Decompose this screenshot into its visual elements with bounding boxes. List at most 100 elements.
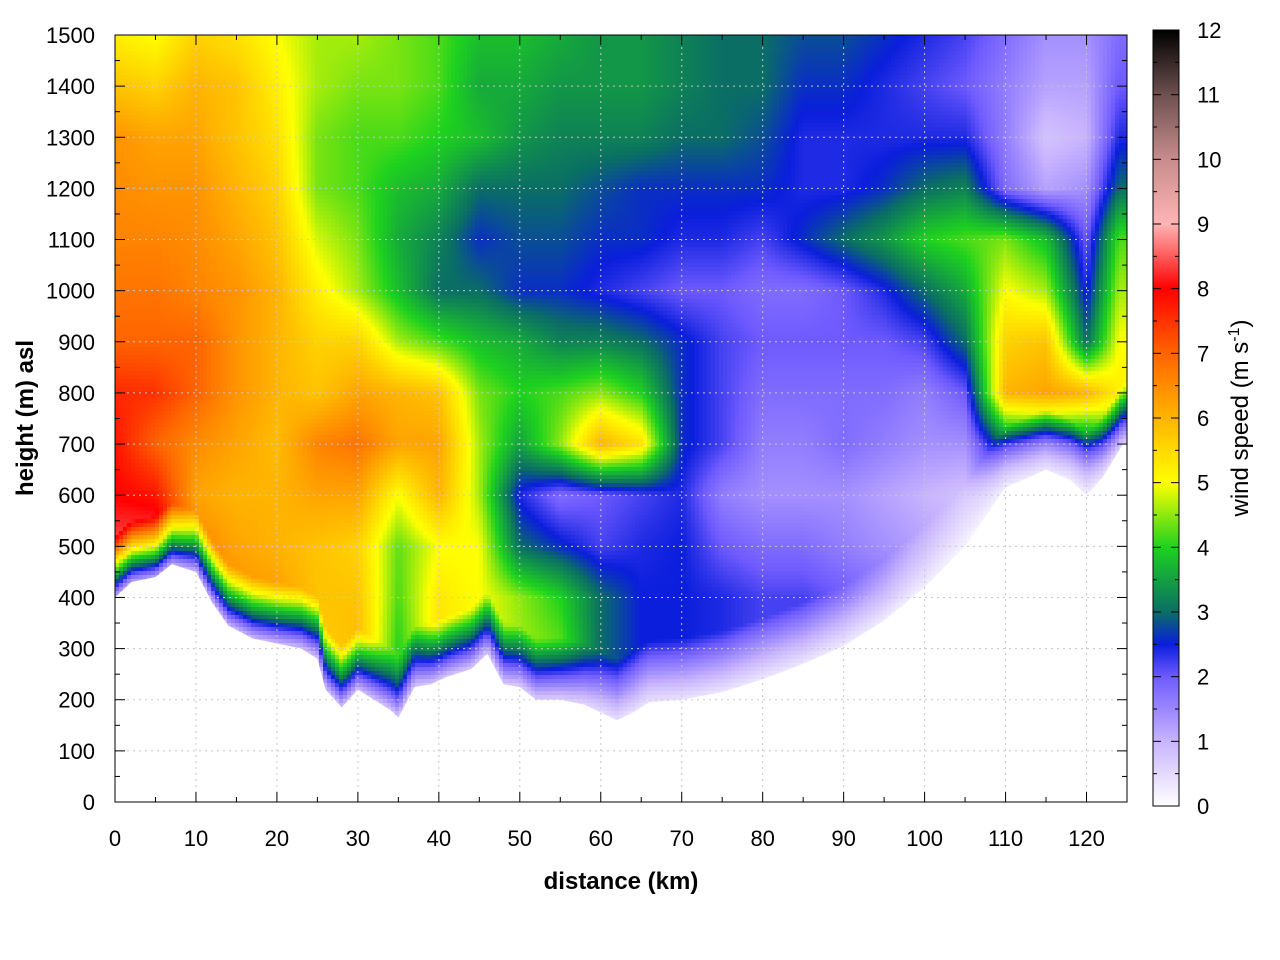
heatmap-cell bbox=[203, 103, 208, 108]
heatmap-cell bbox=[175, 47, 180, 52]
heatmap-cell bbox=[303, 79, 308, 84]
heatmap-cell bbox=[395, 99, 400, 104]
heatmap-cell bbox=[319, 51, 324, 56]
heatmap-cell bbox=[411, 35, 416, 40]
heatmap-cell bbox=[659, 111, 664, 116]
heatmap-cell bbox=[471, 51, 476, 56]
heatmap-cell bbox=[879, 83, 884, 88]
heatmap-cell bbox=[171, 39, 176, 44]
heatmap-cell bbox=[603, 39, 608, 44]
heatmap-cell bbox=[151, 39, 156, 44]
heatmap-cell bbox=[547, 67, 552, 72]
heatmap-cell bbox=[579, 87, 584, 92]
heatmap-cell bbox=[819, 59, 824, 64]
heatmap-cell bbox=[1039, 107, 1044, 112]
heatmap-cell bbox=[715, 47, 720, 52]
heatmap-cell bbox=[143, 47, 148, 52]
heatmap-cell bbox=[1071, 99, 1076, 104]
heatmap-cell bbox=[439, 71, 444, 76]
heatmap-cell bbox=[651, 83, 656, 88]
heatmap-cell bbox=[791, 39, 796, 44]
heatmap-cell bbox=[335, 43, 340, 48]
heatmap-cell bbox=[427, 91, 432, 96]
heatmap-cell bbox=[799, 83, 804, 88]
heatmap-cell bbox=[583, 55, 588, 60]
heatmap-cell bbox=[1115, 83, 1120, 88]
heatmap-cell bbox=[123, 55, 128, 60]
heatmap-cell bbox=[423, 71, 428, 76]
heatmap-cell bbox=[475, 59, 480, 64]
heatmap-cell bbox=[959, 47, 964, 52]
heatmap-cell bbox=[707, 63, 712, 68]
heatmap-cell bbox=[627, 107, 632, 112]
heatmap-cell bbox=[123, 103, 128, 108]
heatmap-cell bbox=[535, 43, 540, 48]
heatmap-cell bbox=[427, 99, 432, 104]
heatmap-cell bbox=[727, 67, 732, 72]
heatmap-cell bbox=[795, 87, 800, 92]
heatmap-cell bbox=[263, 111, 268, 116]
heatmap-cell bbox=[611, 43, 616, 48]
heatmap-cell bbox=[295, 43, 300, 48]
heatmap-cell bbox=[727, 43, 732, 48]
heatmap-cell bbox=[895, 91, 900, 96]
heatmap-cell bbox=[179, 43, 184, 48]
heatmap-cell bbox=[291, 99, 296, 104]
heatmap-cell bbox=[407, 103, 412, 108]
heatmap-cell bbox=[555, 71, 560, 76]
heatmap-cell bbox=[907, 107, 912, 112]
heatmap-cell bbox=[1027, 35, 1032, 40]
heatmap-cell bbox=[203, 91, 208, 96]
heatmap-cell bbox=[127, 39, 132, 44]
heatmap-cell bbox=[455, 47, 460, 52]
heatmap-cell bbox=[1111, 103, 1116, 108]
heatmap-cell bbox=[1071, 107, 1076, 112]
heatmap-cell bbox=[515, 51, 520, 56]
heatmap-cell bbox=[191, 43, 196, 48]
heatmap-cell bbox=[719, 111, 724, 116]
heatmap-cell bbox=[1023, 47, 1028, 52]
heatmap-cell bbox=[919, 83, 924, 88]
heatmap-cell bbox=[939, 95, 944, 100]
heatmap-cell bbox=[1039, 71, 1044, 76]
heatmap-cell bbox=[1067, 59, 1072, 64]
heatmap-cell bbox=[547, 87, 552, 92]
heatmap-cell bbox=[655, 43, 660, 48]
heatmap-cell bbox=[759, 71, 764, 76]
heatmap-cell bbox=[927, 75, 932, 80]
heatmap-cell bbox=[1075, 95, 1080, 100]
heatmap-cell bbox=[587, 47, 592, 52]
heatmap-cell bbox=[635, 67, 640, 72]
heatmap-cell bbox=[835, 87, 840, 92]
heatmap-cell bbox=[903, 95, 908, 100]
heatmap-cell bbox=[431, 107, 436, 112]
heatmap-cell bbox=[135, 63, 140, 68]
heatmap-cell bbox=[911, 99, 916, 104]
heatmap-cell bbox=[499, 79, 504, 84]
heatmap-cell bbox=[755, 35, 760, 40]
heatmap-cell bbox=[835, 95, 840, 100]
heatmap-cell bbox=[115, 59, 120, 64]
heatmap-cell bbox=[1095, 59, 1100, 64]
heatmap-cell bbox=[179, 99, 184, 104]
heatmap-cell bbox=[291, 43, 296, 48]
heatmap-cell bbox=[807, 91, 812, 96]
heatmap-cell bbox=[499, 39, 504, 44]
heatmap-cell bbox=[535, 75, 540, 80]
heatmap-cell bbox=[239, 79, 244, 84]
heatmap-cell bbox=[519, 63, 524, 68]
heatmap-cell bbox=[187, 83, 192, 88]
heatmap-cell bbox=[311, 63, 316, 68]
heatmap-cell bbox=[1047, 75, 1052, 80]
heatmap-cell bbox=[999, 71, 1004, 76]
heatmap-cell bbox=[259, 51, 264, 56]
heatmap-cell bbox=[963, 39, 968, 44]
heatmap-cell bbox=[947, 83, 952, 88]
heatmap-cell bbox=[503, 95, 508, 100]
heatmap-cell bbox=[131, 95, 136, 100]
heatmap-cell bbox=[659, 99, 664, 104]
heatmap-cell bbox=[471, 39, 476, 44]
heatmap-cell bbox=[647, 39, 652, 44]
heatmap-cell bbox=[515, 67, 520, 72]
heatmap-cell bbox=[711, 83, 716, 88]
